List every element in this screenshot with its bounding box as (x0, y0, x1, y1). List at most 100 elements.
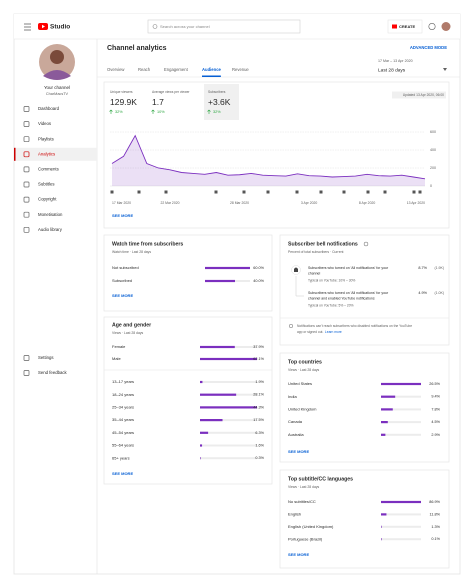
bar-track (200, 381, 257, 383)
bar (200, 419, 223, 422)
bar (205, 266, 250, 270)
card (103, 234, 273, 312)
bell-count: (1.9K) (434, 266, 444, 270)
nav-item[interactable]: Settings (38, 355, 54, 360)
see-more[interactable]: SEE MORE (288, 449, 309, 454)
card (103, 316, 273, 485)
help-icon[interactable] (428, 22, 436, 30)
date-dropdown[interactable] (443, 68, 447, 71)
row-label: Portuguese (Brazil) (288, 536, 323, 541)
video-marker (383, 190, 387, 194)
bar-track (381, 513, 421, 516)
card (103, 81, 450, 229)
bar (381, 433, 386, 436)
bar (381, 538, 382, 541)
nav-icon (23, 211, 30, 218)
nav-item[interactable]: Playlists (38, 136, 54, 141)
info-icon (363, 241, 369, 247)
row-value: 2.9% (431, 433, 440, 437)
menu-icon[interactable] (24, 23, 31, 31)
row-label: 25–34 years (112, 404, 134, 409)
row-value: 60.0% (253, 266, 264, 270)
row-value: 4.5% (431, 420, 440, 424)
row-value: 26.5% (429, 382, 440, 386)
row-value: 9.4% (431, 395, 440, 399)
bell-note: app or signed out. (297, 330, 323, 334)
tab[interactable]: Revenue (232, 67, 249, 72)
bar (205, 279, 235, 283)
create-button[interactable] (387, 19, 423, 34)
account-avatar[interactable] (441, 22, 451, 31)
logo-play (42, 24, 45, 29)
search-box[interactable] (147, 19, 301, 34)
y-tick-label: 400 (430, 148, 436, 152)
bar-track (200, 444, 257, 447)
nav-item[interactable]: Videos (38, 121, 51, 126)
see-more[interactable]: SEE MORE (112, 471, 133, 476)
bell-text: channel and enabled YouTube notification… (308, 296, 375, 300)
bell-typical: Typical on YouTube: 5% – 20% (308, 303, 354, 307)
y-tick-label: 600 (430, 130, 436, 134)
row-label: Subscribed (112, 278, 132, 283)
bar (200, 431, 209, 434)
metric-label: Subscribers (208, 90, 226, 94)
row-label: Male (112, 356, 121, 361)
nav-item[interactable]: Analytics (38, 151, 55, 156)
create-label: CREATE (399, 24, 415, 29)
updated-bg (392, 91, 446, 99)
tab[interactable]: Audience (202, 67, 222, 72)
period: Last 28 days (378, 67, 406, 73)
nav-item[interactable]: Comments (38, 167, 59, 172)
video-marker (110, 190, 114, 194)
nav-item[interactable]: Audio library (38, 227, 63, 232)
nav-item[interactable]: Copyright (38, 197, 57, 202)
x-tick-label: 17 Mar 2020 (112, 201, 131, 205)
y-tick-label: 200 (430, 166, 436, 170)
bar-track (200, 419, 257, 422)
updated: Updated 13 Apr 2020, 06:00 (403, 93, 444, 97)
nav-icon (23, 151, 30, 158)
metric-value: 1.7 (152, 97, 164, 107)
bar (200, 406, 257, 409)
bar-track (200, 431, 257, 434)
tab[interactable]: Engagement (164, 67, 189, 72)
metric-value: +3.6K (208, 97, 231, 107)
metric-label: Unique viewers (110, 90, 133, 94)
row-label: No subtitles/CC (288, 499, 316, 504)
nav-item[interactable]: Send feedback (38, 370, 68, 375)
nav-item[interactable]: Dashboard (38, 106, 60, 111)
tab[interactable]: Overview (107, 67, 125, 72)
see-more[interactable]: SEE MORE (288, 552, 309, 557)
tab[interactable]: Reach (138, 67, 151, 72)
bell-text: Subscribers who turned on 'All notificat… (308, 266, 389, 270)
up-arrow (109, 109, 113, 114)
bar-track (381, 433, 421, 436)
bar (381, 500, 421, 504)
nav-icon (23, 226, 30, 233)
row-value: 86.9% (429, 500, 440, 504)
bar-track (381, 525, 421, 528)
note-icon (288, 323, 294, 329)
see-more[interactable]: SEE MORE (112, 293, 133, 298)
see-more[interactable]: SEE MORE (112, 213, 133, 218)
nav-item[interactable]: Subtitles (38, 182, 54, 187)
row-label: English (288, 511, 301, 516)
learn-more[interactable]: Learn more (325, 330, 342, 334)
advanced-mode[interactable]: ADVANCED MODE (410, 45, 447, 50)
search-icon (152, 24, 158, 29)
row-label: United Kingdom (288, 406, 317, 411)
nav-icon (23, 181, 30, 188)
row-label: Not subscribed (112, 265, 139, 270)
bell-icon (294, 267, 298, 272)
bar (200, 345, 235, 349)
x-tick-label: 13 Apr 2020 (407, 201, 425, 205)
nav-icon (23, 166, 30, 173)
video-marker (319, 190, 323, 194)
nav-item[interactable]: Monetisation (38, 212, 63, 217)
up-arrow (151, 109, 155, 114)
row-value: 1.3% (431, 525, 440, 529)
y-tick-label: 0 (430, 184, 432, 188)
